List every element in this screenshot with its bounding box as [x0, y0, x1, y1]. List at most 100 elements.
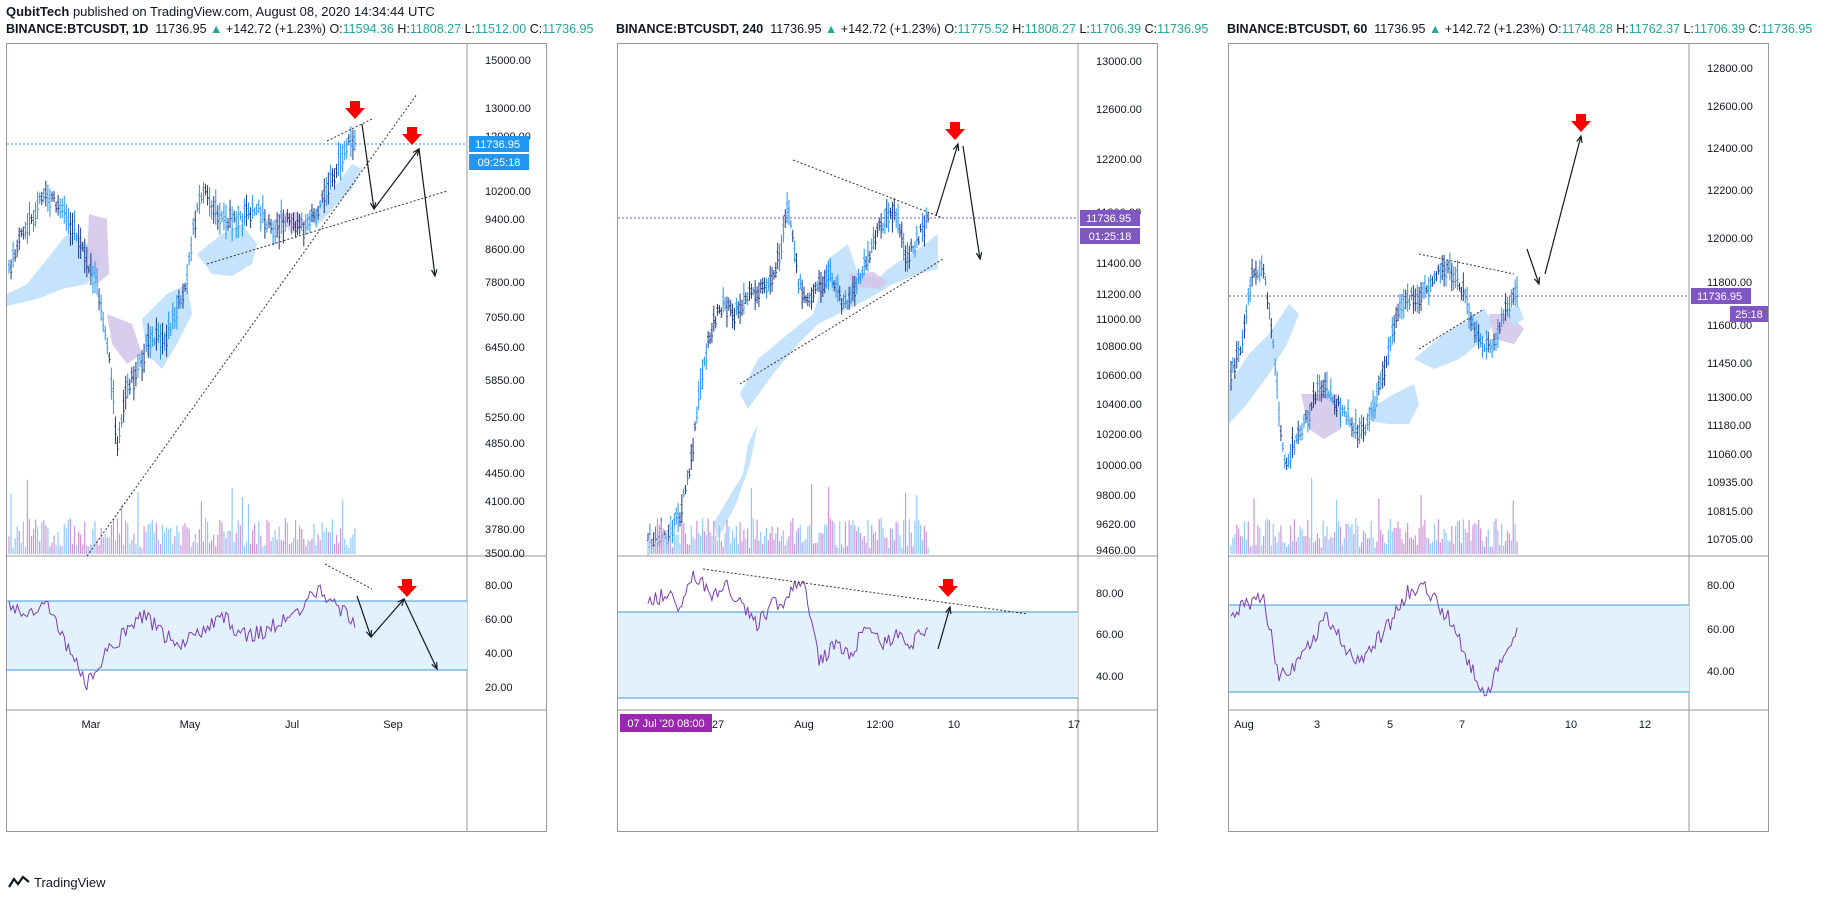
panel-2-open: 11775.52	[957, 22, 1009, 36]
price-axis-label: 11600.00	[1707, 320, 1752, 332]
price-axis-label: 5850.00	[485, 375, 525, 387]
panel-2-symbol: BINANCE:BTCUSDT, 240	[616, 22, 764, 36]
publish-info: published on TradingView.com, August 08,…	[72, 4, 435, 19]
price-axis-label: 5250.00	[485, 412, 525, 424]
panel-2-o-label: O:	[944, 22, 958, 36]
rsi-axis-label: 60.00	[1707, 624, 1735, 636]
rsi-red-down-arrow-icon	[397, 579, 417, 597]
price-axis-label: 8600.00	[485, 244, 525, 256]
panel-2-close: 11736.95	[1157, 22, 1209, 36]
projection-arrow-head	[1576, 134, 1583, 144]
rsi-axis-label: 80.00	[1707, 580, 1735, 592]
price-axis-label: 7050.00	[485, 312, 525, 324]
ichimoku-cloud	[1414, 309, 1494, 369]
price-axis-label: 11200.00	[1096, 289, 1141, 301]
chart-panel-60[interactable]: 12800.00 12600.00 12400.00 12200.00 12000.00…	[1228, 43, 1769, 832]
trend-line-support	[206, 190, 448, 265]
projection-arrow	[962, 145, 981, 260]
rsi-projection-arrow	[937, 606, 951, 650]
countdown-badge	[1080, 228, 1140, 244]
price-axis-label: 11000.00	[1096, 314, 1141, 326]
panel-3-c-label: C:	[1748, 22, 1762, 36]
ichimoku-cloud	[1369, 384, 1419, 424]
panel-2-high: 11808.27	[1024, 22, 1076, 36]
ichimoku-cloud	[1229, 304, 1299, 424]
price-axis-label: 9620.00	[1096, 519, 1136, 531]
author-name[interactable]: QubitTech	[6, 4, 70, 19]
time-axis-label: Aug	[1234, 719, 1254, 731]
publish-header: QubitTech published on TradingView.com, …	[6, 4, 435, 20]
time-axis-label: 3	[1314, 719, 1320, 731]
rsi-projection-arrow	[370, 598, 405, 638]
chart-panel-240[interactable]: 13000.0012600.0012200.0011800.0011400.00…	[617, 43, 1158, 832]
last-price-badge	[1080, 210, 1140, 226]
panel-1-o-label: O:	[329, 22, 343, 36]
tradingview-logo-icon	[8, 875, 30, 888]
rsi-axis-label: 20.00	[485, 682, 513, 694]
chart-svg-60[interactable]: 12800.00 12600.00 12400.00 12200.00 12000.00…	[1229, 44, 1769, 832]
panel-2-low: 11706.39	[1089, 22, 1142, 36]
red-down-arrow-icon	[345, 101, 365, 119]
time-axis-label: 10	[1565, 719, 1577, 731]
tradingview-footer[interactable]: TradingView	[8, 872, 106, 892]
countdown-label: 09:25:18	[478, 157, 521, 169]
price-axis-label: 13000.00	[1096, 56, 1142, 68]
trend-line-descending	[1418, 253, 1515, 275]
price-axis-label: 9400.00	[485, 214, 525, 226]
countdown-label: 25:18	[1735, 309, 1763, 321]
countdown-badge	[469, 154, 529, 170]
price-axis-label: 11180.00	[1707, 420, 1751, 432]
panel-3-open: 11748.28	[1561, 22, 1613, 36]
price-axis-label: 6450.00	[485, 342, 525, 354]
price-axis-label: 13000.00	[485, 103, 531, 115]
date-cursor-badge	[620, 714, 712, 732]
rsi-trend-line	[702, 568, 1029, 615]
projection-arrow-head	[430, 269, 438, 278]
rsi-projection-arrow	[356, 595, 372, 638]
chart-svg-1d[interactable]: 15000.0013000.0012000.0010200.009400.008…	[7, 44, 547, 832]
panel-2-last: 11736.95	[770, 22, 822, 36]
price-axis-label: 15000.00	[485, 55, 531, 67]
countdown-label: 01:25:18	[1089, 231, 1132, 243]
panel-2-h-label: H:	[1012, 22, 1025, 36]
panel-3-o-label: O:	[1548, 22, 1562, 36]
time-axis-label: 10	[948, 719, 960, 731]
price-axis-label: 10200.00	[485, 186, 531, 198]
chart-panel-1d[interactable]: 15000.0013000.0012000.0010200.009400.008…	[6, 43, 547, 832]
panel-1-open: 11594.36	[342, 22, 394, 36]
panel-2-up-arrow-icon: ▲	[824, 22, 838, 36]
projection-arrow	[373, 148, 420, 210]
price-axis-label: 10705.00	[1707, 534, 1753, 546]
time-axis-label: Jul	[285, 719, 299, 731]
panel-3-title: BINANCE:BTCUSDT, 60 11736.95 ▲ +142.72 (…	[1227, 21, 1812, 37]
price-axis-label: 9800.00	[1096, 490, 1136, 502]
ichimoku-cloud	[848, 272, 888, 289]
time-axis-label: 12:00	[866, 719, 894, 731]
rsi-projection-arrow	[403, 598, 438, 670]
chart-svg-240[interactable]: 13000.0012600.0012200.0011800.0011400.00…	[618, 44, 1158, 832]
price-axis-label: 10815.00	[1707, 506, 1753, 518]
time-axis-label: May	[180, 719, 201, 731]
rsi-axis-label: 40.00	[1707, 666, 1735, 678]
rsi-axis-label: 40.00	[1096, 671, 1124, 683]
panel-2-c-label: C:	[1144, 22, 1158, 36]
panel-1-low: 11512.00	[475, 22, 527, 36]
ichimoku-cloud	[713, 424, 758, 539]
tradingview-brand: TradingView	[34, 874, 106, 890]
ichimoku-cloud	[307, 164, 362, 226]
time-axis-label: Mar	[82, 719, 101, 731]
rsi-axis-label: 60.00	[485, 614, 513, 626]
panel-3-last: 11736.95	[1374, 22, 1426, 36]
price-axis-label: 4850.00	[485, 438, 525, 450]
rsi-axis-label: 60.00	[1096, 629, 1124, 641]
price-axis-label: 12600.00	[1096, 104, 1142, 116]
price-axis-label: 12000.00	[1707, 233, 1753, 245]
rsi-band	[7, 601, 467, 670]
rsi-band	[1229, 605, 1689, 692]
rsi-axis-label: 40.00	[485, 648, 513, 660]
price-axis-label: 11300.00	[1707, 392, 1752, 404]
price-axis-label: 7800.00	[485, 277, 525, 289]
projection-arrow-head	[953, 142, 960, 152]
price-axis-label: 10000.00	[1096, 460, 1142, 472]
time-axis-label: 5	[1387, 719, 1393, 731]
